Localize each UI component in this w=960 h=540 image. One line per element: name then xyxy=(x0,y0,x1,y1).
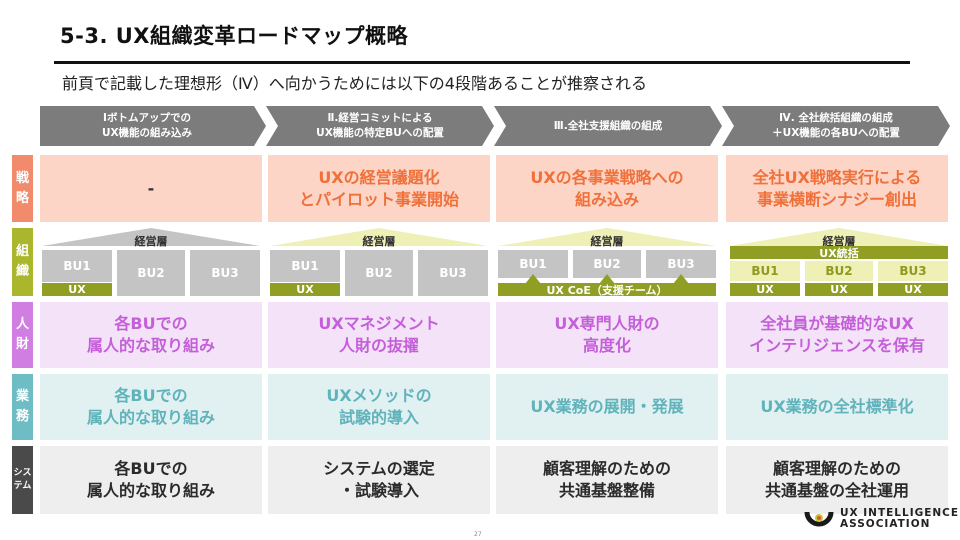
phase-2-line1: Ⅱ.経営コミットによる xyxy=(327,112,433,124)
association-logo-text: UX INTELLIGENCE ASSOCIATION xyxy=(840,508,959,530)
ux-unified-bar: UX統括 xyxy=(730,246,948,260)
operations-cell-4: UX業務の全社標準化 xyxy=(726,374,948,440)
org-diagram-4: 経営層 UX統括 BU1 BU2 BU3 UX UX UX xyxy=(730,228,948,296)
row-label-strategy-2: 略 xyxy=(15,190,29,206)
ux-bar-1: UX xyxy=(42,283,112,296)
phase-2-line2: UX機能の特定BUへの配置 xyxy=(316,127,444,139)
bu1-box-2: BU1 xyxy=(270,250,340,282)
row-label-operations-2: 務 xyxy=(15,409,29,424)
bu2-box-1: BU2 xyxy=(117,250,185,296)
strategy-cell-4: 全社UX戦略実行による 事業横断シナジー創出 xyxy=(726,155,948,222)
operations-cell-3: UX業務の展開・発展 xyxy=(496,374,718,440)
management-label-2: 経営層 xyxy=(362,235,396,248)
bu2-box-3: BU2 xyxy=(573,250,641,278)
page-title: 5-3. UX組織変革ロードマップ概略 xyxy=(60,24,408,48)
row-label-operations: 業 務 xyxy=(12,374,33,440)
row-label-organization-1: 組 xyxy=(15,244,29,259)
management-roof-3 xyxy=(498,228,716,246)
row-label-organization-2: 織 xyxy=(15,264,29,279)
row-label-strategy-1: 戦 xyxy=(15,170,29,186)
management-roof-4 xyxy=(730,228,948,246)
phase-1-line2: UX機能の組み込み xyxy=(101,127,193,139)
page-subtitle: 前頁で記載した理想形（Ⅳ）へ向かうためには以下の4段階あることが推察される xyxy=(62,74,647,93)
ux-coe-bar: UX CoE（支援チーム） xyxy=(498,283,716,297)
row-label-system-1: シス xyxy=(13,468,32,478)
bu3-box-2: BU3 xyxy=(418,250,488,296)
strategy-cell-2: UXの経営議題化 とパイロット事業開始 xyxy=(268,155,490,222)
strategy-cell-3: UXの各事業戦略への 組み込み xyxy=(496,155,718,222)
association-logo-icon xyxy=(804,511,834,527)
phase-4-line2: ＋UX機能の各BUへの配置 xyxy=(772,127,900,139)
bu3-box-4: BU3 xyxy=(878,261,948,281)
phase-3-line1: Ⅲ.全社支援組織の組成 xyxy=(553,119,663,132)
system-cell-1: 各BUでの 属人的な取り組み xyxy=(40,446,262,514)
bu3-box-3: BU3 xyxy=(646,250,716,278)
talent-cell-4: 全社員が基礎的なUX インテリジェンスを保有 xyxy=(726,302,948,368)
phase-4-line1: Ⅳ. 全社統括組織の組成 xyxy=(779,112,893,124)
talent-cell-3: UX専門人財の 高度化 xyxy=(496,302,718,368)
management-label-1: 経営層 xyxy=(134,235,168,248)
ux-bar-2: UX xyxy=(270,283,340,296)
row-label-talent-1: 人 xyxy=(15,317,29,332)
logo-line-1: UX INTELLIGENCE xyxy=(840,507,960,519)
system-cell-4: 顧客理解のための 共通基盤の全社運用 xyxy=(726,446,948,514)
bu1-box-1: BU1 xyxy=(42,250,112,282)
title-divider xyxy=(54,61,910,64)
strategy-cell-1: - xyxy=(40,155,262,222)
org-diagram-1: 経営層 BU1 BU2 BU3 UX xyxy=(42,228,260,296)
operations-cell-2: UXメソッドの 試験的導入 xyxy=(268,374,490,440)
system-cell-3: 顧客理解のための 共通基盤整備 xyxy=(496,446,718,514)
row-label-operations-1: 業 xyxy=(15,389,29,404)
phase-1-arrow: Ⅰボトムアップでの UX機能の組み込み xyxy=(40,106,266,146)
ux-bar-4b: UX xyxy=(805,283,873,296)
system-cell-2: システムの選定 ・試験導入 xyxy=(268,446,490,514)
phase-2-arrow: Ⅱ.経営コミットによる UX機能の特定BUへの配置 xyxy=(266,106,494,146)
management-label-3: 経営層 xyxy=(590,235,624,248)
phase-3-arrow: Ⅲ.全社支援組織の組成 xyxy=(494,106,722,146)
logo-line-2: ASSOCIATION xyxy=(840,518,931,530)
talent-cell-1: 各BUでの 属人的な取り組み xyxy=(40,302,262,368)
management-label-4: 経営層 xyxy=(822,235,856,248)
bu1-box-3: BU1 xyxy=(498,250,568,278)
talent-cell-2: UXマネジメント 人財の抜擢 xyxy=(268,302,490,368)
row-label-strategy: 戦 略 xyxy=(12,155,33,222)
row-label-system: シス テム xyxy=(12,446,33,514)
row-label-talent-2: 財 xyxy=(15,337,29,352)
operations-cell-1: 各BUでの 属人的な取り組み xyxy=(40,374,262,440)
bu2-box-2: BU2 xyxy=(345,250,413,296)
org-diagram-2: 経営層 BU1 BU2 BU3 UX xyxy=(270,228,488,296)
phase-4-arrow: Ⅳ. 全社統括組織の組成 ＋UX機能の各BUへの配置 xyxy=(722,106,950,146)
bu3-box-1: BU3 xyxy=(190,250,260,296)
row-label-system-2: テム xyxy=(13,481,32,491)
coe-support-arrows xyxy=(525,274,689,284)
page-number: 27 xyxy=(474,531,482,538)
bu1-box-4: BU1 xyxy=(730,261,800,281)
org-diagram-3: 経営層 BU1 BU2 BU3 UX CoE（支援チーム） xyxy=(498,228,716,297)
management-roof-1 xyxy=(42,228,260,246)
bu2-box-4: BU2 xyxy=(805,261,873,281)
management-roof-2 xyxy=(270,228,488,246)
ux-bar-4a: UX xyxy=(730,283,800,296)
phase-1-line1: Ⅰボトムアップでの xyxy=(103,112,191,124)
row-label-talent: 人 財 xyxy=(12,302,33,368)
ux-bar-4c: UX xyxy=(878,283,948,296)
row-label-organization: 組 織 xyxy=(12,228,33,296)
